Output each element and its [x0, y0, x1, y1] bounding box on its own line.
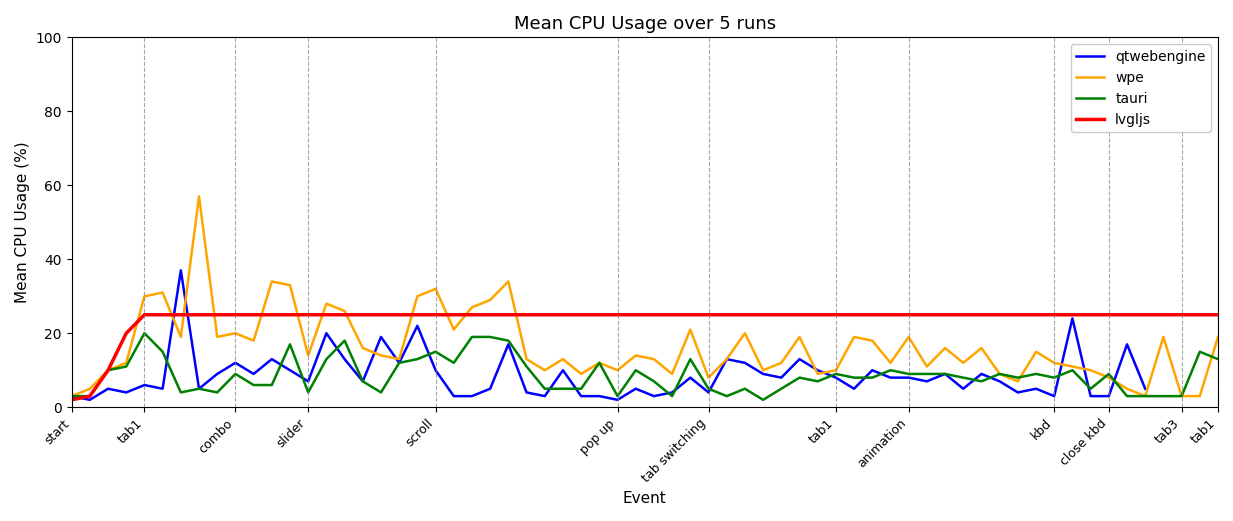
X-axis label: Event: Event: [623, 491, 667, 506]
wpe: [646, 356, 661, 362]
qtwebengine: [1138, 386, 1153, 392]
qtwebengine: [465, 393, 480, 399]
Y-axis label: Mean CPU Usage (%): Mean CPU Usage (%): [15, 142, 30, 303]
lvgljs: [556, 312, 571, 318]
tauri: [1211, 356, 1226, 362]
Line: lvgljs: lvgljs: [72, 315, 1218, 400]
qtwebengine: [83, 396, 97, 403]
qtwebengine: [411, 322, 425, 329]
tauri: [64, 393, 79, 399]
wpe: [1211, 334, 1226, 340]
tauri: [847, 375, 862, 381]
wpe: [228, 330, 243, 337]
lvgljs: [228, 312, 243, 318]
qtwebengine: [282, 367, 297, 374]
tauri: [829, 371, 843, 377]
Legend: qtwebengine, wpe, tauri, lvgljs: qtwebengine, wpe, tauri, lvgljs: [1070, 44, 1211, 132]
wpe: [64, 393, 79, 399]
tauri: [646, 378, 661, 384]
wpe: [556, 356, 571, 362]
qtwebengine: [174, 267, 189, 274]
tauri: [228, 371, 243, 377]
qtwebengine: [64, 393, 79, 399]
tauri: [556, 386, 571, 392]
qtwebengine: [374, 334, 388, 340]
Line: wpe: wpe: [72, 196, 1218, 396]
lvgljs: [646, 312, 661, 318]
qtwebengine: [446, 393, 461, 399]
tauri: [719, 393, 734, 399]
Line: qtwebengine: qtwebengine: [72, 270, 1145, 400]
lvgljs: [810, 312, 825, 318]
wpe: [810, 371, 825, 377]
lvgljs: [719, 312, 734, 318]
tauri: [137, 330, 152, 337]
lvgljs: [829, 312, 843, 318]
lvgljs: [1211, 312, 1226, 318]
Title: Mean CPU Usage over 5 runs: Mean CPU Usage over 5 runs: [514, 15, 776, 33]
lvgljs: [64, 396, 79, 403]
qtwebengine: [774, 375, 789, 381]
Line: tauri: tauri: [72, 333, 1218, 400]
lvgljs: [137, 312, 152, 318]
tauri: [756, 396, 771, 403]
wpe: [191, 193, 206, 200]
wpe: [719, 356, 734, 362]
wpe: [829, 367, 843, 374]
